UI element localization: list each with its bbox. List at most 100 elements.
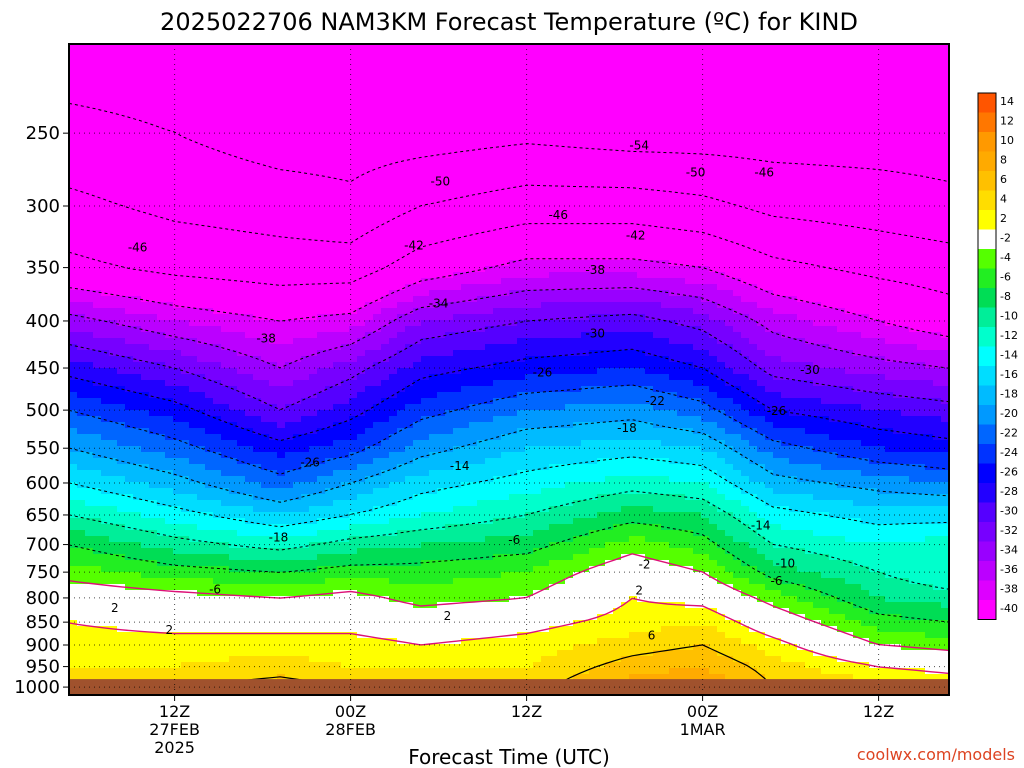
temperature-cell xyxy=(109,668,118,675)
temperature-cell xyxy=(181,350,190,357)
temperature-cell xyxy=(309,194,318,201)
temperature-cell xyxy=(173,152,182,159)
temperature-cell xyxy=(229,368,238,375)
temperature-cell xyxy=(221,74,230,81)
temperature-cell xyxy=(397,140,406,147)
temperature-cell xyxy=(85,176,94,183)
temperature-cell xyxy=(333,440,342,447)
temperature-cell xyxy=(301,542,310,549)
temperature-cell xyxy=(173,224,182,231)
temperature-cell xyxy=(301,344,310,351)
temperature-cell xyxy=(221,572,230,579)
temperature-cell xyxy=(301,134,310,141)
temperature-cell xyxy=(117,488,126,495)
temperature-cell xyxy=(165,140,174,147)
temperature-cell xyxy=(157,230,166,237)
temperature-cell xyxy=(197,566,206,573)
temperature-cell xyxy=(93,404,102,411)
temperature-cell xyxy=(397,362,406,369)
temperature-cell xyxy=(333,506,342,513)
temperature-cell xyxy=(349,458,358,465)
temperature-cell xyxy=(205,218,214,225)
temperature-cell xyxy=(285,296,294,303)
temperature-cell xyxy=(357,230,366,237)
temperature-cell xyxy=(181,236,190,243)
temperature-cell xyxy=(341,488,350,495)
temperature-cell xyxy=(189,638,198,645)
temperature-cell xyxy=(149,554,158,561)
temperature-cell xyxy=(141,548,150,555)
temperature-cell xyxy=(285,98,294,105)
temperature-cell xyxy=(285,590,294,597)
temperature-cell xyxy=(189,278,198,285)
temperature-cell xyxy=(381,476,390,483)
temperature-cell xyxy=(189,494,198,501)
temperature-cell xyxy=(205,104,214,111)
temperature-cell xyxy=(85,98,94,105)
temperature-cell xyxy=(293,320,302,327)
temperature-cell xyxy=(77,224,86,231)
temperature-cell xyxy=(269,56,278,63)
temperature-cell xyxy=(293,368,302,375)
temperature-cell xyxy=(85,68,94,75)
temperature-cell xyxy=(77,614,86,621)
temperature-cell xyxy=(309,356,318,363)
temperature-cell xyxy=(173,218,182,225)
temperature-cell xyxy=(165,56,174,63)
temperature-cell xyxy=(429,404,438,411)
temperature-cell xyxy=(165,176,174,183)
temperature-cell xyxy=(397,452,406,459)
temperature-cell xyxy=(373,356,382,363)
temperature-cell xyxy=(261,176,270,183)
temperature-cell xyxy=(125,656,134,663)
temperature-cell xyxy=(101,62,110,69)
temperature-cell xyxy=(237,386,246,393)
temperature-cell xyxy=(421,416,430,423)
temperature-cell xyxy=(141,296,150,303)
temperature-cell xyxy=(381,62,390,69)
temperature-cell xyxy=(237,92,246,99)
temperature-cell xyxy=(261,80,270,87)
temperature-cell xyxy=(357,218,366,225)
temperature-cell xyxy=(221,338,230,345)
temperature-cell xyxy=(85,272,94,279)
temperature-cell xyxy=(133,632,142,639)
temperature-cell xyxy=(293,470,302,477)
temperature-cell xyxy=(429,422,438,429)
temperature-cell xyxy=(197,206,206,213)
temperature-cell xyxy=(413,500,422,507)
temperature-cell xyxy=(221,548,230,555)
temperature-cell xyxy=(349,68,358,75)
temperature-cell xyxy=(301,146,310,153)
temperature-cell xyxy=(269,308,278,315)
temperature-cell xyxy=(349,332,358,339)
temperature-cell xyxy=(165,560,174,567)
temperature-cell xyxy=(325,560,334,567)
temperature-cell xyxy=(213,134,222,141)
temperature-cell xyxy=(325,230,334,237)
temperature-cell xyxy=(277,458,286,465)
temperature-cell xyxy=(317,152,326,159)
temperature-cell xyxy=(261,386,270,393)
temperature-cell xyxy=(165,296,174,303)
temperature-cell xyxy=(269,482,278,489)
temperature-cell xyxy=(237,332,246,339)
temperature-cell xyxy=(93,620,102,627)
temperature-cell xyxy=(293,596,302,603)
temperature-cell xyxy=(213,350,222,357)
temperature-cell xyxy=(93,230,102,237)
temperature-cell xyxy=(413,518,422,525)
temperature-cell xyxy=(373,584,382,591)
temperature-cell xyxy=(149,506,158,513)
temperature-cell xyxy=(397,368,406,375)
temperature-cell xyxy=(405,356,414,363)
temperature-cell xyxy=(261,530,270,537)
temperature-cell xyxy=(285,92,294,99)
temperature-cell xyxy=(205,572,214,579)
temperature-cell xyxy=(221,122,230,129)
temperature-cell xyxy=(229,62,238,69)
temperature-cell xyxy=(109,524,118,531)
temperature-cell xyxy=(389,200,398,207)
temperature-cell xyxy=(253,440,262,447)
temperature-cell xyxy=(181,554,190,561)
